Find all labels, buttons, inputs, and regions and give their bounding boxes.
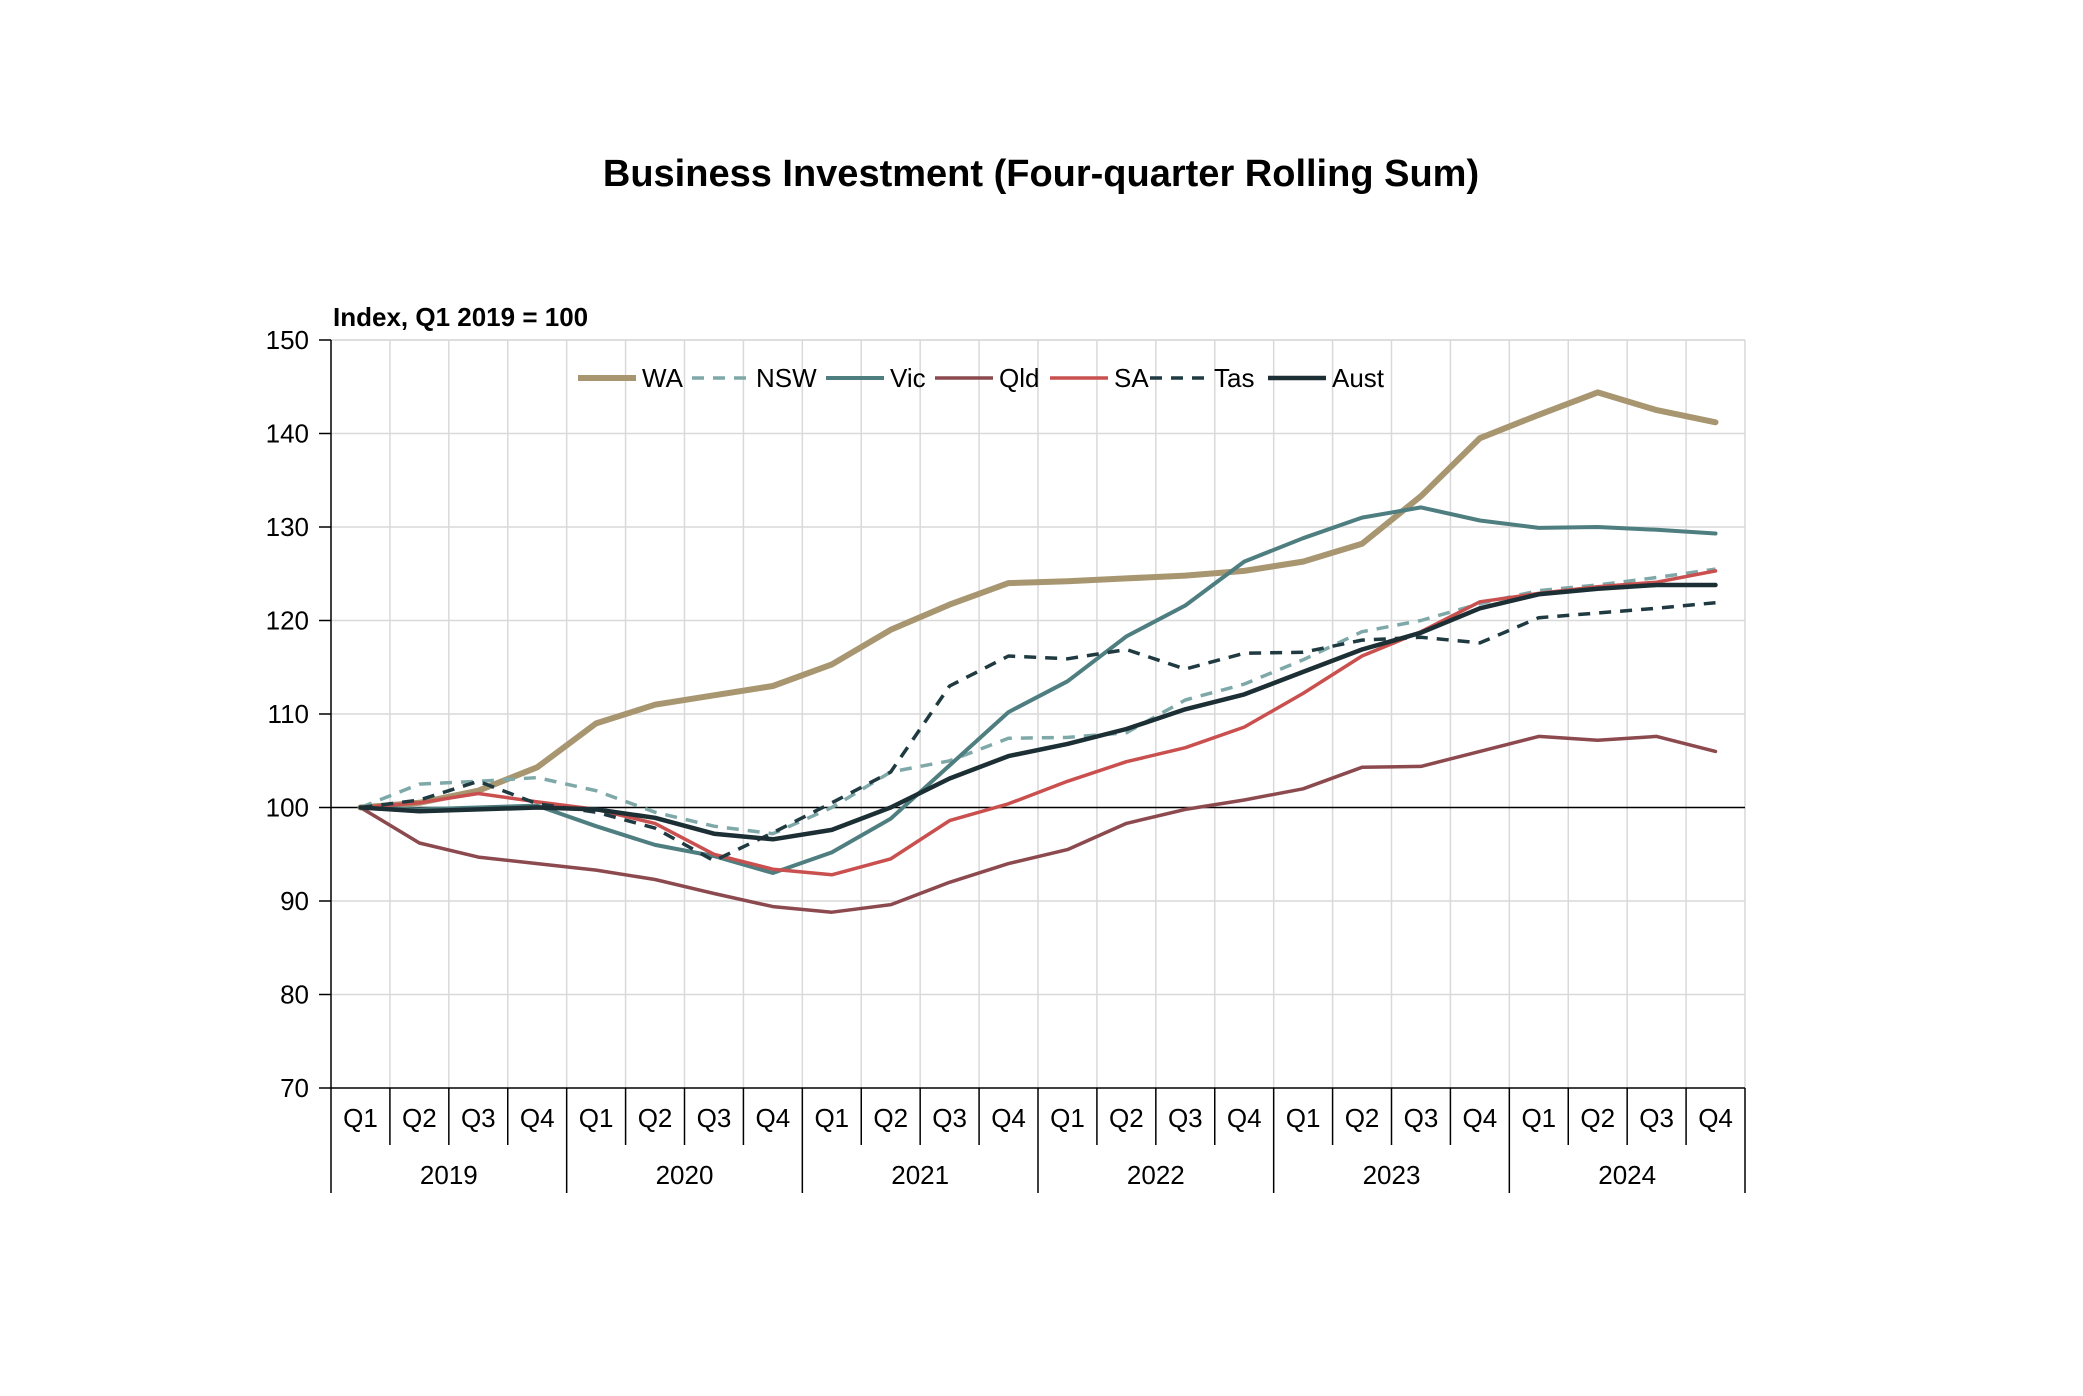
series-lines	[357, 389, 1719, 914]
x-quarter-label: Q1	[814, 1103, 849, 1133]
x-quarter-label: Q2	[873, 1103, 908, 1133]
series-line-qld	[358, 734, 1718, 914]
x-year-label: 2022	[1127, 1160, 1185, 1190]
x-quarter-label: Q1	[1286, 1103, 1321, 1133]
x-quarter-label: Q3	[461, 1103, 496, 1133]
x-quarter-label: Q4	[1698, 1103, 1733, 1133]
x-quarter-label: Q1	[579, 1103, 614, 1133]
x-quarter-label: Q3	[697, 1103, 732, 1133]
x-quarter-label: Q4	[1463, 1103, 1498, 1133]
y-tick-label: 70	[280, 1073, 309, 1103]
y-tick-label: 140	[266, 419, 309, 449]
y-tick-label: 130	[266, 512, 309, 542]
x-quarter-label: Q4	[756, 1103, 791, 1133]
x-quarter-label: Q1	[1521, 1103, 1556, 1133]
y-tick-label: 120	[266, 606, 309, 636]
y-tick-label: 150	[266, 325, 309, 355]
x-quarter-label: Q3	[1404, 1103, 1439, 1133]
y-tick-label: 90	[280, 886, 309, 916]
x-quarter-label: Q3	[1168, 1103, 1203, 1133]
x-quarter-label: Q4	[1227, 1103, 1262, 1133]
x-quarter-label: Q4	[520, 1103, 555, 1133]
series-line-vic	[358, 505, 1718, 875]
legend-label-sa: SA	[1114, 363, 1149, 393]
legend-label-wa: WA	[642, 363, 684, 393]
x-year-label: 2020	[656, 1160, 714, 1190]
gridlines	[331, 339, 1746, 1088]
x-year-label: 2023	[1363, 1160, 1421, 1190]
legend-label-tas: Tas	[1214, 363, 1254, 393]
x-quarter-label: Q3	[1639, 1103, 1674, 1133]
legend-label-aust: Aust	[1332, 363, 1385, 393]
x-quarter-label: Q2	[1109, 1103, 1144, 1133]
x-quarter-label: Q1	[343, 1103, 378, 1133]
x-quarter-label: Q2	[402, 1103, 437, 1133]
legend-label-qld: Qld	[999, 363, 1039, 393]
x-quarter-label: Q2	[638, 1103, 673, 1133]
series-line-wa	[357, 389, 1719, 811]
y-axis-unit-label: Index, Q1 2019 = 100	[333, 302, 588, 332]
x-year-label: 2021	[891, 1160, 949, 1190]
x-quarter-label: Q1	[1050, 1103, 1085, 1133]
legend-label-nsw: NSW	[756, 363, 817, 393]
legend-label-vic: Vic	[890, 363, 926, 393]
y-tick-label: 100	[266, 793, 309, 823]
x-quarter-label: Q2	[1580, 1103, 1615, 1133]
y-tick-label: 80	[280, 980, 309, 1010]
x-year-label: 2019	[420, 1160, 478, 1190]
x-quarter-label: Q3	[932, 1103, 967, 1133]
legend: WA NSW Vic Qld SA Tas Aust	[578, 363, 1385, 393]
x-quarter-label: Q2	[1345, 1103, 1380, 1133]
chart-title: Business Investment (Four-quarter Rollin…	[603, 153, 1479, 195]
series-line-aust	[358, 582, 1718, 842]
x-quarter-label: Q4	[991, 1103, 1026, 1133]
x-year-label: 2024	[1598, 1160, 1656, 1190]
y-tick-label: 110	[268, 699, 309, 729]
